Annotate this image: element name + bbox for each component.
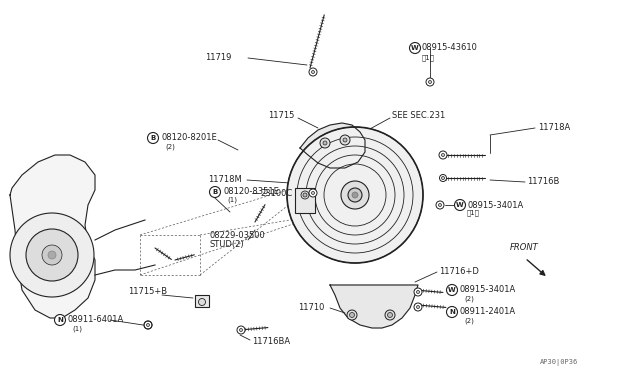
Circle shape xyxy=(438,203,442,206)
Circle shape xyxy=(209,186,221,198)
Circle shape xyxy=(417,291,419,294)
Polygon shape xyxy=(330,285,418,328)
Text: N: N xyxy=(57,317,63,323)
Circle shape xyxy=(303,193,307,197)
Text: 08915-3401A: 08915-3401A xyxy=(460,285,516,295)
Circle shape xyxy=(447,285,458,295)
Text: 08120-8201E: 08120-8201E xyxy=(161,134,217,142)
Text: 23100C: 23100C xyxy=(260,189,292,198)
Circle shape xyxy=(454,199,465,211)
Text: 11710: 11710 xyxy=(298,304,324,312)
Text: (1): (1) xyxy=(72,326,82,332)
Text: SEE SEC.231: SEE SEC.231 xyxy=(392,112,445,121)
Circle shape xyxy=(414,288,422,296)
Text: (2): (2) xyxy=(464,318,474,324)
Circle shape xyxy=(320,138,330,148)
Circle shape xyxy=(312,71,314,74)
Circle shape xyxy=(341,181,369,209)
Circle shape xyxy=(447,307,458,317)
Circle shape xyxy=(287,127,423,263)
Circle shape xyxy=(385,310,395,320)
Circle shape xyxy=(239,328,243,331)
Circle shape xyxy=(348,188,362,202)
Circle shape xyxy=(442,176,445,180)
Text: W: W xyxy=(448,287,456,293)
Text: 11718M: 11718M xyxy=(208,176,242,185)
Circle shape xyxy=(349,312,355,317)
Circle shape xyxy=(343,138,347,142)
Circle shape xyxy=(147,324,150,327)
Text: B: B xyxy=(212,189,218,195)
Circle shape xyxy=(42,245,62,265)
Polygon shape xyxy=(10,155,95,318)
Text: (2): (2) xyxy=(464,296,474,302)
Text: 08120-8351E: 08120-8351E xyxy=(223,187,279,196)
Text: 11718A: 11718A xyxy=(538,122,570,131)
Circle shape xyxy=(410,42,420,54)
Text: 11716B: 11716B xyxy=(527,177,559,186)
Circle shape xyxy=(414,303,422,311)
Circle shape xyxy=(48,251,56,259)
Text: 08915-43610: 08915-43610 xyxy=(422,44,478,52)
Circle shape xyxy=(237,326,245,334)
Text: AP30|0P36: AP30|0P36 xyxy=(540,359,579,366)
Circle shape xyxy=(417,305,419,308)
Circle shape xyxy=(417,305,419,308)
Text: (2): (2) xyxy=(165,144,175,150)
Text: 11716+D: 11716+D xyxy=(439,266,479,276)
Text: 11715: 11715 xyxy=(268,112,294,121)
Circle shape xyxy=(415,304,422,311)
Polygon shape xyxy=(300,123,365,168)
Circle shape xyxy=(323,141,327,145)
Text: 08915-3401A: 08915-3401A xyxy=(467,201,524,209)
Circle shape xyxy=(439,151,447,159)
Text: 〈1〉: 〈1〉 xyxy=(467,210,480,216)
Circle shape xyxy=(26,229,78,281)
Circle shape xyxy=(436,201,444,209)
Circle shape xyxy=(198,298,205,305)
Circle shape xyxy=(347,310,357,320)
Text: 08229-03500: 08229-03500 xyxy=(210,231,266,240)
Text: 11716BA: 11716BA xyxy=(252,337,290,346)
Text: 11715+B: 11715+B xyxy=(128,288,167,296)
Text: W: W xyxy=(411,45,419,51)
Text: 08911-6401A: 08911-6401A xyxy=(68,315,124,324)
Circle shape xyxy=(440,174,447,182)
Circle shape xyxy=(417,291,419,294)
Text: 〈1〉: 〈1〉 xyxy=(422,55,435,61)
Circle shape xyxy=(442,154,445,157)
Text: 08911-2401A: 08911-2401A xyxy=(460,308,516,317)
Circle shape xyxy=(54,314,65,326)
Text: B: B xyxy=(150,135,156,141)
Circle shape xyxy=(340,135,350,145)
FancyBboxPatch shape xyxy=(195,295,209,307)
Text: 11719: 11719 xyxy=(205,54,232,62)
Circle shape xyxy=(312,192,314,195)
Circle shape xyxy=(309,189,317,197)
Circle shape xyxy=(387,312,392,317)
Circle shape xyxy=(10,213,94,297)
Text: W: W xyxy=(456,202,464,208)
FancyBboxPatch shape xyxy=(295,188,315,213)
Circle shape xyxy=(147,132,159,144)
Circle shape xyxy=(309,68,317,76)
Circle shape xyxy=(352,192,358,198)
Text: (1): (1) xyxy=(227,197,237,203)
Text: N: N xyxy=(449,309,455,315)
Text: STUD(2): STUD(2) xyxy=(210,240,244,248)
Circle shape xyxy=(415,289,422,295)
Circle shape xyxy=(426,78,434,86)
Text: FRONT: FRONT xyxy=(510,244,539,253)
Circle shape xyxy=(429,80,431,83)
Circle shape xyxy=(144,321,152,329)
Circle shape xyxy=(301,191,309,199)
